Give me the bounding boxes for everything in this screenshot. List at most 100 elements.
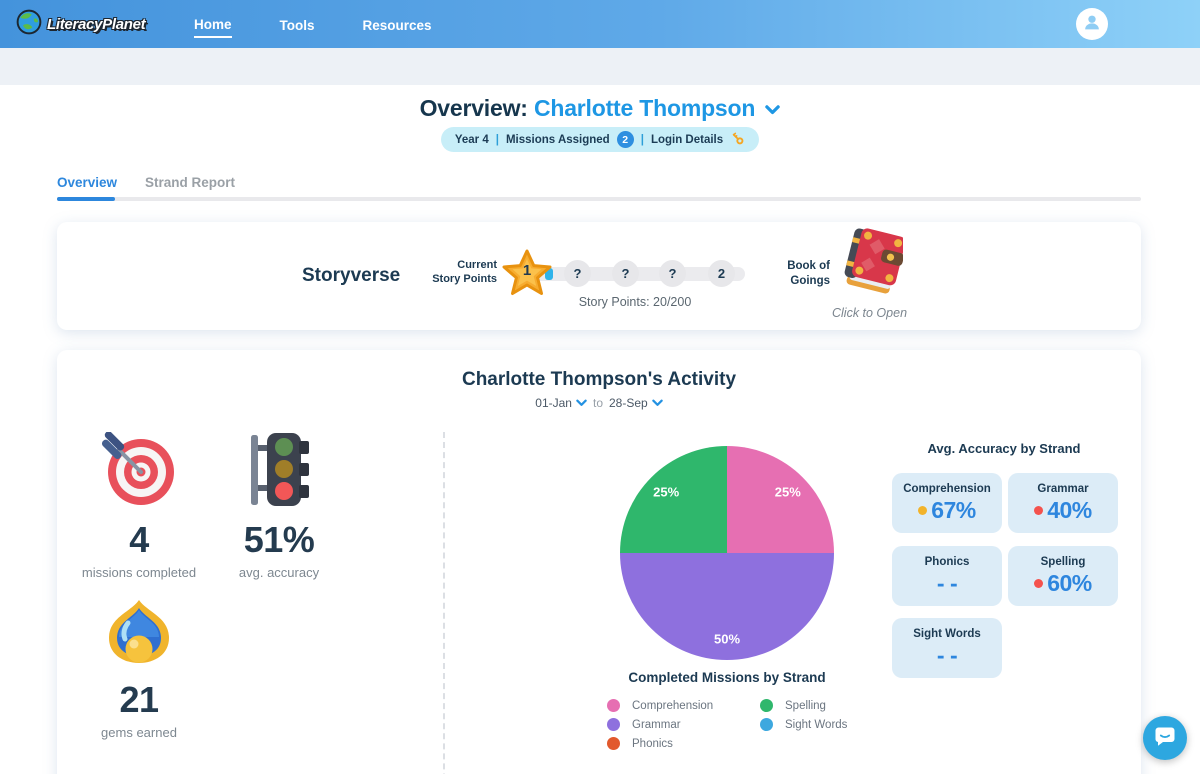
activity-card: Charlotte Thompson's Activity 01-Jan to … — [57, 350, 1141, 774]
missions-completed-value: 4 — [129, 519, 149, 560]
date-from-select[interactable]: 01-Jan — [535, 396, 587, 410]
traffic-light-icon — [219, 432, 339, 513]
accuracy-dot — [918, 506, 928, 515]
accuracy-card-label: Phonics — [924, 556, 970, 568]
stat-avg-accuracy: 51% avg. accuracy — [219, 432, 339, 580]
gems-earned-value: 21 — [119, 679, 159, 720]
story-points-summary: Story Points: 20/200 — [578, 295, 692, 309]
target-icon — [79, 431, 199, 513]
accuracy-dot — [1034, 579, 1044, 588]
legend-dot-sight-words — [760, 718, 773, 731]
date-to-value: 28-Sep — [609, 396, 648, 410]
accuracy-card-value: 60% — [1047, 570, 1092, 596]
chat-bubble-icon — [1153, 724, 1177, 753]
legend-item: Grammar — [607, 715, 681, 734]
missions-count-badge: 2 — [616, 131, 634, 148]
accuracy-dot — [1034, 506, 1044, 515]
accuracy-card-value: 67% — [931, 497, 976, 523]
brand-name: LiteracyPlanet — [47, 15, 146, 33]
page-title: Overview: Charlotte Thompson — [0, 94, 1200, 122]
storyverse-title: Storyverse — [302, 265, 401, 286]
accuracy-card-spelling: Spelling 60% — [1008, 546, 1118, 606]
year-label: Year 4 — [454, 133, 489, 146]
accuracy-card-sight-words: Sight Words - - — [892, 618, 1002, 678]
avg-accuracy-value: 51% — [243, 519, 315, 560]
date-range: 01-Jan to 28-Sep — [57, 396, 1141, 410]
milestone-last-node: 2 — [708, 260, 735, 287]
pill-separator: | — [495, 133, 499, 146]
gem-icon — [79, 598, 199, 673]
book-click-to-open[interactable]: Click to Open — [831, 306, 908, 320]
legend-label: Grammar — [632, 718, 681, 731]
tab-underline-track — [57, 197, 1141, 201]
nav-item-home[interactable]: Home — [194, 11, 232, 38]
pie-slice-label: 25% — [653, 484, 680, 500]
accuracy-card-label: Spelling — [1040, 556, 1086, 568]
activity-title: Charlotte Thompson's Activity — [461, 369, 737, 390]
book-of-goings-label: Book of Goings — [787, 260, 830, 287]
student-name: Charlotte Thompson — [533, 95, 756, 121]
pie-slice-label: 25% — [774, 484, 801, 500]
person-icon — [1081, 11, 1103, 38]
avg-accuracy-label: avg. accuracy — [238, 564, 320, 580]
storyverse-card: Storyverse Current Story Points 1 ? ? ? … — [57, 222, 1141, 330]
accuracy-card-value: 40% — [1047, 497, 1092, 523]
date-from-value: 01-Jan — [535, 396, 572, 410]
accuracy-card-value: - - — [936, 642, 958, 668]
milestone-mystery-node: ? — [564, 260, 591, 287]
milestone-mystery-node: ? — [659, 260, 686, 287]
tab-overview[interactable]: Overview — [57, 175, 118, 190]
accuracy-card-label: Comprehension — [903, 483, 991, 495]
chat-support-button[interactable] — [1143, 716, 1187, 760]
student-meta-pill: Year 4 | Missions Assigned 2 | Login Det… — [440, 127, 760, 152]
nav-items: Home Tools Resources — [194, 11, 432, 38]
missions-assigned-label: Missions Assigned — [505, 133, 610, 146]
legend-label: Sight Words — [785, 718, 848, 731]
student-name-dropdown[interactable]: Charlotte Thompson — [533, 94, 781, 121]
legend-item: Sight Words — [760, 715, 847, 734]
title-prefix: Overview: — [419, 95, 528, 121]
accuracy-card-comprehension: Comprehension 67% — [892, 473, 1002, 533]
story-points-progress-fill — [545, 268, 553, 280]
legend-label: Phonics — [632, 737, 673, 750]
book-of-goings-icon[interactable] — [837, 228, 906, 302]
accuracy-card-label: Grammar — [1037, 483, 1089, 495]
missions-completed-label: missions completed — [81, 564, 197, 580]
pie-chart-title: Completed Missions by Strand — [628, 670, 826, 685]
header-band — [0, 48, 1200, 85]
top-nav: LiteracyPlanet Home Tools Resources — [0, 0, 1200, 48]
brand-logo[interactable]: LiteracyPlanet — [16, 9, 166, 40]
chevron-down-icon — [576, 396, 587, 410]
legend-dot-phonics — [607, 737, 620, 750]
report-tabs: Overview Strand Report — [57, 175, 1141, 201]
accuracy-card-phonics: Phonics - - — [892, 546, 1002, 606]
milestone-mystery-node: ? — [612, 260, 639, 287]
date-join-label: to — [592, 396, 603, 410]
dashed-divider — [443, 432, 445, 774]
accuracy-panel-title: Avg. Accuracy by Strand — [927, 441, 1081, 456]
pie-chart: 25% 50% 25% — [620, 446, 834, 660]
legend-item: Comprehension — [607, 696, 713, 715]
legend-label: Comprehension — [632, 699, 714, 712]
date-to-select[interactable]: 28-Sep — [609, 396, 663, 410]
globe-icon — [16, 9, 42, 40]
legend-label: Spelling — [785, 699, 826, 712]
chevron-down-icon — [651, 396, 663, 410]
nav-item-resources[interactable]: Resources — [362, 17, 432, 33]
stat-gems-earned: 21 gems earned — [79, 598, 199, 740]
accuracy-card-grammar: Grammar 40% — [1008, 473, 1118, 533]
stat-missions-completed: 4 missions completed — [79, 431, 199, 580]
user-avatar-button[interactable] — [1076, 8, 1108, 40]
current-story-points-label: Current Story Points — [432, 259, 497, 285]
legend-dot-comprehension — [607, 699, 620, 712]
chevron-down-icon — [765, 94, 781, 121]
accuracy-card-value: - - — [936, 570, 958, 596]
pie-slice-label: 50% — [713, 631, 741, 647]
pill-separator: | — [640, 133, 644, 146]
legend-item: Spelling — [760, 696, 826, 715]
nav-item-tools[interactable]: Tools — [279, 17, 315, 33]
login-details-link[interactable]: Login Details — [650, 133, 724, 146]
tab-strand-report[interactable]: Strand Report — [145, 175, 236, 190]
key-icon[interactable] — [730, 131, 745, 149]
